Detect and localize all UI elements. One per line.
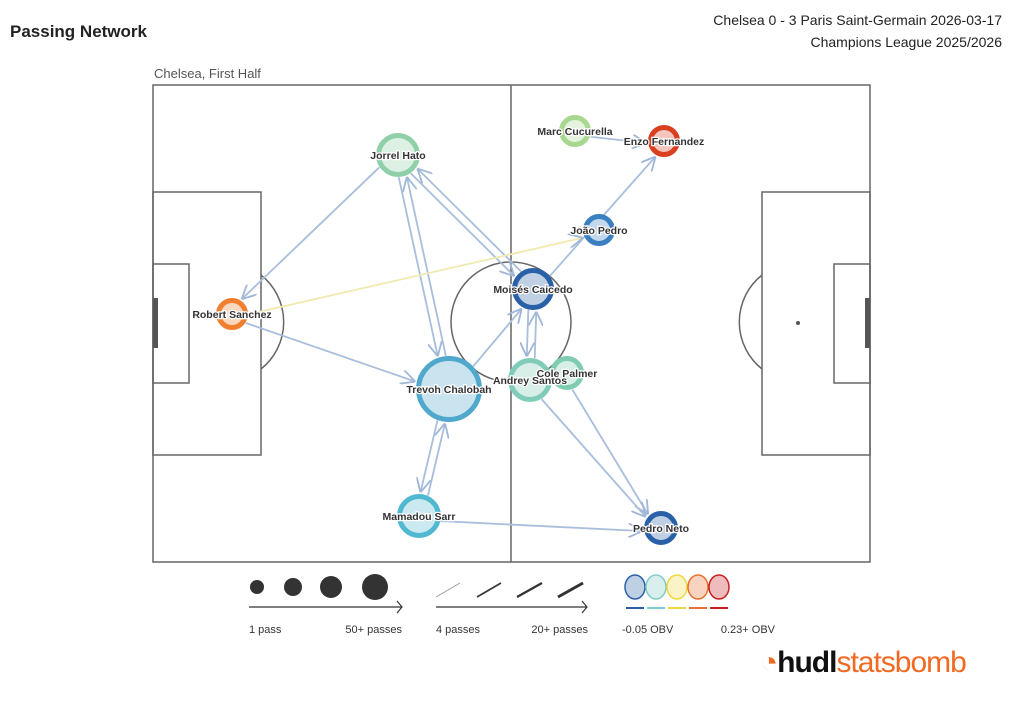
hudl-statsbomb-logo: ◔hudlstatsbomb (760, 646, 967, 679)
player-node[interactable] (376, 133, 420, 177)
legend-obv-swatch (708, 574, 730, 600)
pass-edge (472, 310, 520, 367)
player-label: Pedro Neto (633, 523, 689, 535)
pass-edge (243, 166, 380, 298)
player-label: Moisés Caicedo (493, 284, 572, 296)
legend-arrow-icon (396, 600, 403, 614)
pass-edge (527, 309, 528, 355)
player-node[interactable] (216, 298, 248, 330)
pass-edge (571, 389, 647, 513)
player-label: João Pedro (570, 225, 627, 237)
player-label: Enzo Fernandez (624, 136, 705, 148)
pass-edge (397, 177, 438, 354)
player-label: Jorrel Hato (370, 150, 425, 162)
player-node[interactable] (644, 511, 678, 545)
match-info: Chelsea 0 - 3 Paris Saint-Germain 2026-0… (713, 12, 1002, 28)
legend-width-line (557, 581, 584, 599)
legend-width-line (516, 581, 543, 599)
legend-obv-swatch (624, 574, 646, 600)
competition: Champions League 2025/2026 (810, 34, 1003, 50)
pass-edge (421, 419, 439, 491)
pass-edge (407, 179, 447, 357)
legend-arrow-icon (581, 600, 588, 614)
subtitle: Chelsea, First Half (154, 66, 261, 81)
player-label: Robert Sanchez (192, 309, 271, 321)
player-label: Mamadou Sarr (383, 511, 456, 523)
pass-edge (410, 172, 513, 275)
player-node[interactable] (583, 214, 615, 246)
player-node[interactable] (508, 358, 552, 402)
legend-label: 0.23+ OBV (721, 624, 776, 636)
pitch-lines (152, 84, 871, 563)
player-node[interactable] (550, 356, 584, 390)
pass-edge (248, 238, 581, 316)
legend: 1 pass 50+ passes 4 passes 20+ passes -0.05 … (249, 574, 776, 636)
legend-size-dot (250, 580, 264, 594)
player-label: Cole Palmer (537, 368, 598, 380)
pass-edge (535, 313, 536, 359)
player-node[interactable] (416, 356, 482, 422)
chart-title: Passing Network (10, 22, 147, 41)
legend-label: -0.05 OBV (622, 624, 674, 636)
pass-edge (245, 322, 414, 381)
legend-obv-swatch (687, 574, 709, 600)
legend-label: 1 pass (249, 624, 282, 636)
player-node[interactable] (512, 268, 554, 310)
pass-edge (419, 170, 522, 273)
legend-width-line (435, 582, 461, 598)
legend-label: 20+ passes (531, 624, 588, 636)
legend-size-dot (320, 576, 342, 598)
pass-edge (540, 398, 645, 516)
player-node[interactable] (397, 494, 441, 538)
legend-width-line (476, 582, 502, 598)
legend-obv-swatch (645, 574, 667, 600)
player-label: Trevoh Chalobah (406, 384, 491, 396)
player-node[interactable] (648, 125, 680, 157)
pass-edge (427, 425, 445, 496)
legend-label: 4 passes (436, 624, 481, 636)
legend-label: 50+ passes (345, 624, 402, 636)
player-node[interactable] (559, 115, 591, 147)
legend-obv-swatch (666, 574, 688, 600)
player-label: Andrey Santos (493, 375, 567, 387)
pass-edge (440, 520, 641, 531)
legend-size-dot (362, 574, 388, 600)
legend-size-dot (284, 578, 302, 596)
pass-edge (590, 137, 644, 143)
player-label: Marc Cucurella (537, 126, 612, 138)
